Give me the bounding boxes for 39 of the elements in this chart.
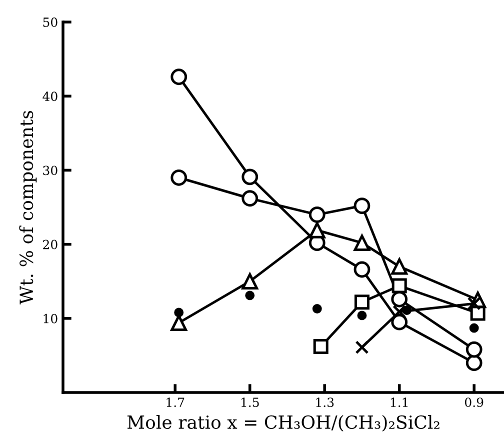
point [470,306,486,321]
point [312,304,322,314]
point [355,340,369,354]
point [391,258,408,275]
point [402,306,412,315]
y-tick-label: 30 [43,166,58,176]
point [357,310,367,320]
point [391,314,408,330]
point [170,169,188,186]
point [242,273,258,290]
point [308,206,326,223]
point [245,290,255,300]
point [354,261,370,278]
point [392,304,406,319]
x-tick-label: 0.9 [464,398,484,408]
x-tick-label: 1.3 [316,398,334,408]
y-tick-label: 10 [44,314,58,324]
point [466,341,482,358]
x-tick-label: 1.7 [166,398,184,408]
x-tick-label: 1.1 [390,398,408,408]
point [466,354,482,372]
point [242,190,258,207]
point [308,222,326,238]
point [469,323,479,333]
point [354,234,370,252]
point [170,314,188,332]
y-tick-label: 50 [43,18,58,27]
point [170,68,188,86]
y-axis-title: Wt. % of components [19,110,37,304]
point [354,198,370,214]
point [242,168,258,186]
point [313,339,328,354]
x-axis-title: Mole ratio x = CH₃OH/(CH₃)₂SiCl₂ [127,415,440,432]
x-tick-label: 1.5 [241,398,259,408]
point [354,294,370,310]
y-tick-label: 40 [42,92,58,102]
y-tick-label: 20 [43,240,58,250]
point [174,308,184,318]
point [392,278,407,294]
